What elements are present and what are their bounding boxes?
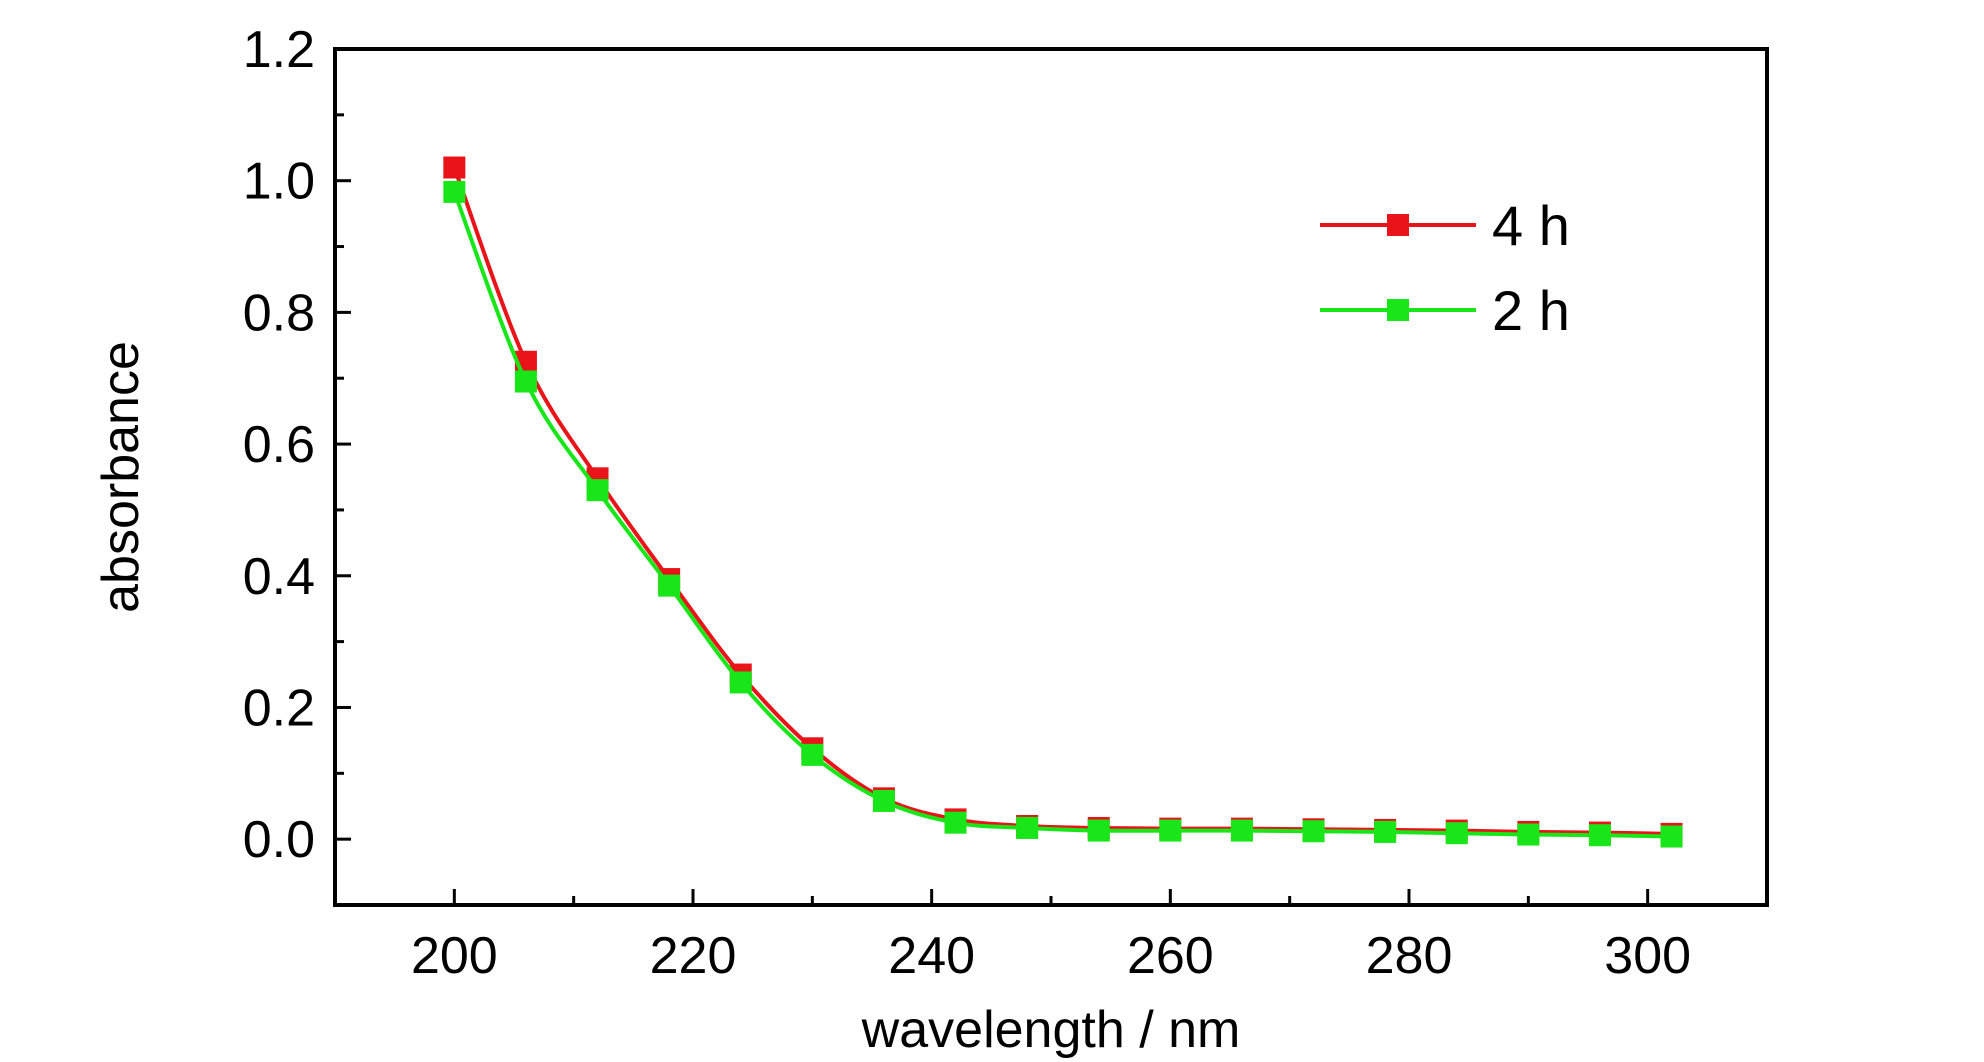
- data-point-2h: [1087, 819, 1110, 842]
- data-point-2h: [729, 671, 752, 694]
- series-4h: [443, 156, 1683, 845]
- y-tick-label: 1.0: [243, 153, 315, 211]
- legend-marker-2h: [1387, 299, 1409, 321]
- data-point-2h: [658, 574, 681, 597]
- data-point-2h: [1588, 824, 1611, 847]
- x-tick-label: 280: [1366, 927, 1453, 985]
- data-point-2h: [586, 479, 609, 502]
- data-point-2h: [1517, 823, 1540, 846]
- y-tick-label: 0.8: [243, 284, 315, 342]
- y-tick-label: 1.2: [243, 21, 315, 79]
- data-point-2h: [1374, 820, 1397, 843]
- axis-ticks: [333, 47, 1769, 907]
- y-tick-label: 0.2: [243, 679, 315, 737]
- x-tick-label: 260: [1127, 927, 1214, 985]
- y-tick-label: 0.4: [243, 548, 315, 606]
- series-line-2h: [452, 191, 1672, 839]
- x-tick-label: 300: [1604, 927, 1691, 985]
- y-tick-label: 0.0: [243, 811, 315, 869]
- y-tick-label: 0.6: [243, 416, 315, 474]
- data-point-2h: [1159, 819, 1182, 842]
- data-point-2h: [514, 370, 537, 393]
- x-axis-title: wavelength / nm: [861, 1001, 1241, 1059]
- legend-marker-4h: [1387, 214, 1409, 236]
- tick-labels: 200 220 240 260 280 300 0.0 0.2 0.4 0.6 0.8 1.0 1.2: [243, 21, 1691, 985]
- legend: 4 h2 h: [1320, 194, 1570, 342]
- series-line-4h: [452, 166, 1672, 836]
- data-point-4h: [443, 156, 466, 179]
- x-tick-label: 200: [411, 927, 498, 985]
- x-tick-label: 220: [650, 927, 737, 985]
- legend-label-2h: 2 h: [1492, 279, 1570, 342]
- data-point-2h: [944, 811, 967, 834]
- y-axis-title: absorbance: [92, 341, 150, 613]
- data-point-2h: [1230, 819, 1253, 842]
- data-point-2h: [801, 743, 824, 766]
- data-point-2h: [1302, 820, 1325, 843]
- data-point-2h: [1660, 825, 1683, 848]
- series-2h: [443, 180, 1683, 848]
- data-point-2h: [1445, 822, 1468, 845]
- x-tick-label: 240: [888, 927, 975, 985]
- legend-label-4h: 4 h: [1492, 194, 1570, 257]
- data-point-2h: [1016, 816, 1039, 839]
- plot-frame: [333, 47, 1769, 907]
- data-point-2h: [872, 789, 895, 812]
- series-layer: [443, 156, 1683, 848]
- data-point-2h: [443, 180, 466, 203]
